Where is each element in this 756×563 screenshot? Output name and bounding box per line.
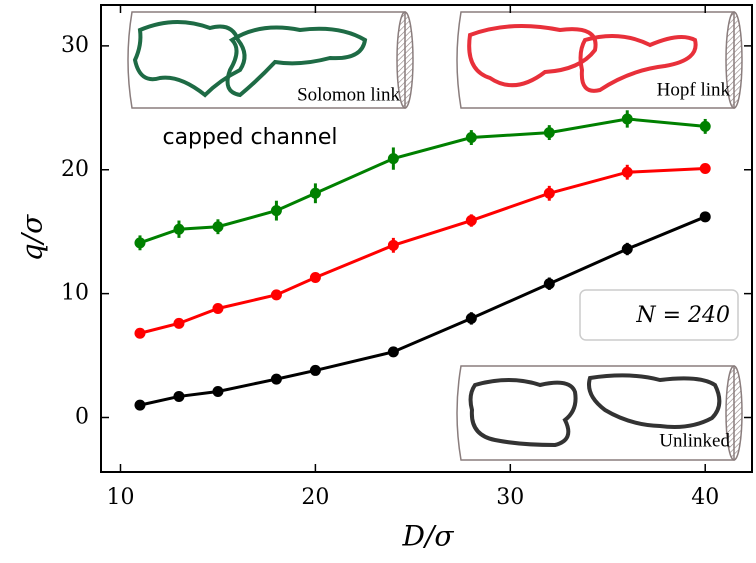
data-point: [465, 312, 477, 324]
data-point: [699, 163, 711, 175]
inset-solomon: Solomon link: [127, 11, 414, 109]
series-line: [139, 117, 706, 245]
data-point: [270, 373, 282, 385]
series-line: [139, 167, 706, 335]
x-tick-label: 40: [691, 485, 719, 510]
data-point: [270, 205, 282, 217]
data-point: [134, 237, 146, 249]
y-axis-label: q/σ: [16, 214, 49, 261]
data-point: [621, 243, 633, 255]
data-point: [270, 289, 282, 301]
data-point: [465, 132, 477, 144]
data-point: [309, 364, 321, 376]
data-point: [212, 302, 224, 314]
axes-frame: [100, 4, 753, 473]
inset-hopf: Hopf link: [456, 11, 743, 109]
inset-label: Hopf link: [657, 79, 731, 100]
data-point: [699, 211, 711, 223]
data-point: [543, 187, 555, 199]
data-point: [173, 390, 185, 402]
data-point: [621, 166, 633, 178]
data-point: [309, 272, 321, 284]
plot-area: [134, 110, 711, 411]
data-point: [621, 113, 633, 125]
inset-unlinked: Unlinked: [456, 365, 743, 461]
x-tick-label: 20: [301, 485, 329, 510]
inset-label: Unlinked: [659, 430, 730, 451]
series-line: [139, 215, 706, 407]
annotation: capped channel: [162, 125, 337, 150]
inset-label: Solomon link: [297, 84, 400, 105]
data-point: [465, 215, 477, 227]
data-point: [173, 223, 185, 235]
data-point: [173, 317, 185, 329]
data-point: [387, 153, 399, 165]
x-tick-label: 10: [106, 485, 134, 510]
annotation: N = 240: [635, 303, 730, 328]
data-point: [387, 346, 399, 358]
x-axis-label: D/σ: [402, 520, 455, 553]
y-tick-label: 10: [61, 281, 89, 306]
data-point: [212, 221, 224, 233]
legend-box: [579, 289, 739, 341]
data-point: [212, 385, 224, 397]
x-tick-label: 30: [496, 485, 524, 510]
y-tick-label: 30: [61, 33, 89, 58]
y-tick-label: 20: [61, 157, 89, 182]
data-point: [134, 399, 146, 411]
data-point: [699, 120, 711, 132]
data-point: [309, 187, 321, 199]
data-point: [134, 327, 146, 339]
y-tick-label: 0: [75, 404, 89, 429]
data-point: [543, 127, 555, 139]
data-point: [543, 278, 555, 290]
data-point: [387, 239, 399, 251]
